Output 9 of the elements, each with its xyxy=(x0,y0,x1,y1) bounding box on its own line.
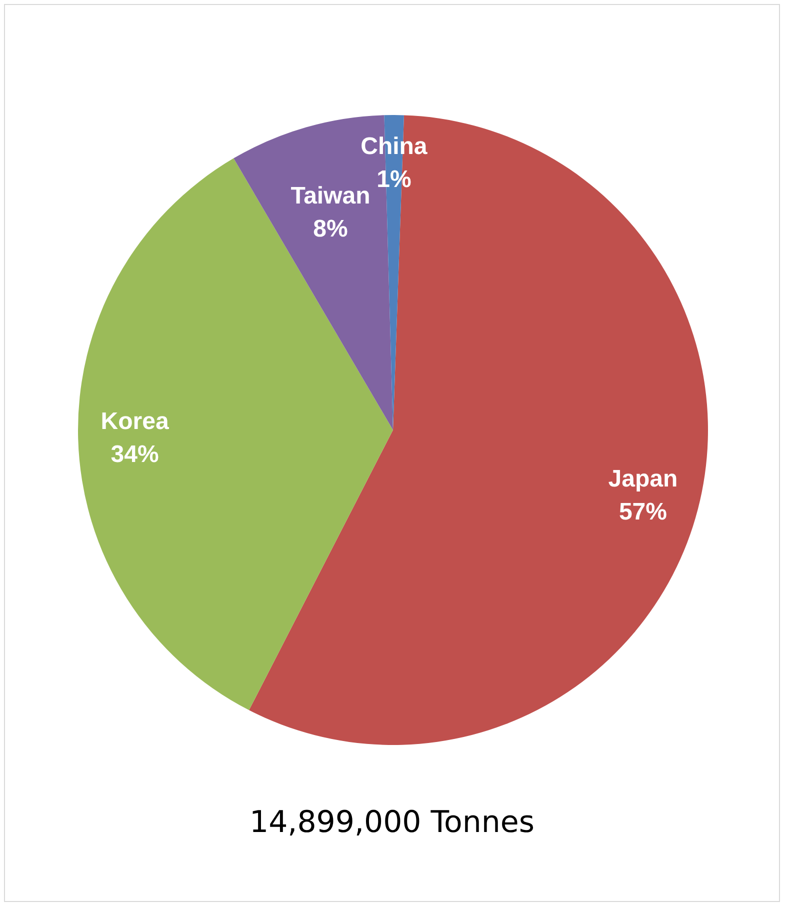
data-label: 34% xyxy=(110,440,159,468)
slice-label: Korea xyxy=(100,408,170,435)
data-label: 8% xyxy=(313,216,348,243)
slice-label: China xyxy=(360,132,428,160)
data-label: 57% xyxy=(618,498,667,526)
slice-label: Taiwan xyxy=(290,182,370,210)
text: 14,899,000 Tonnes xyxy=(248,805,536,840)
data-label: 1% xyxy=(376,166,412,193)
slice-label: Japan xyxy=(608,466,678,493)
